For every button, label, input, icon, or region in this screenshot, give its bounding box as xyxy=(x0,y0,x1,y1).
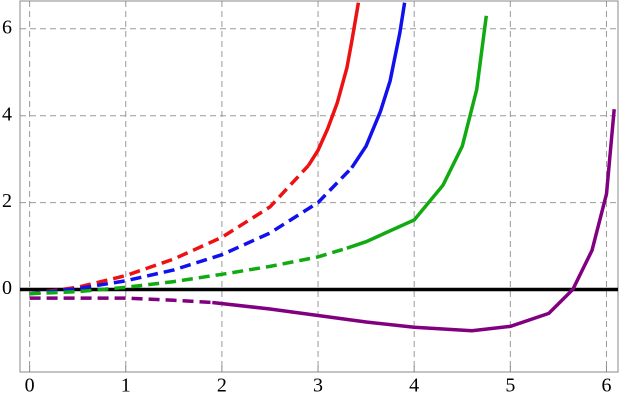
series-line xyxy=(346,15,489,250)
x-tick-label: 3 xyxy=(313,375,323,397)
plot-frame xyxy=(19,0,619,373)
y-tick-label: 0 xyxy=(2,277,12,299)
x-tick-label: 1 xyxy=(121,375,131,397)
y-tick-label: 6 xyxy=(2,16,12,38)
x-tick-label: 5 xyxy=(505,375,515,397)
x-tick-label: 2 xyxy=(217,375,227,397)
x-tick-label: 0 xyxy=(25,375,35,397)
series-line xyxy=(306,2,361,167)
series-line xyxy=(29,296,213,305)
series-line xyxy=(29,164,310,296)
series-line xyxy=(29,166,353,296)
x-tick-label: 4 xyxy=(409,375,419,397)
y-tick-label: 4 xyxy=(2,103,12,125)
x-tick-label: 6 xyxy=(601,375,611,397)
series-line xyxy=(350,2,407,169)
series-line xyxy=(212,109,616,333)
series-line xyxy=(29,246,348,296)
y-tick-label: 2 xyxy=(2,190,12,212)
